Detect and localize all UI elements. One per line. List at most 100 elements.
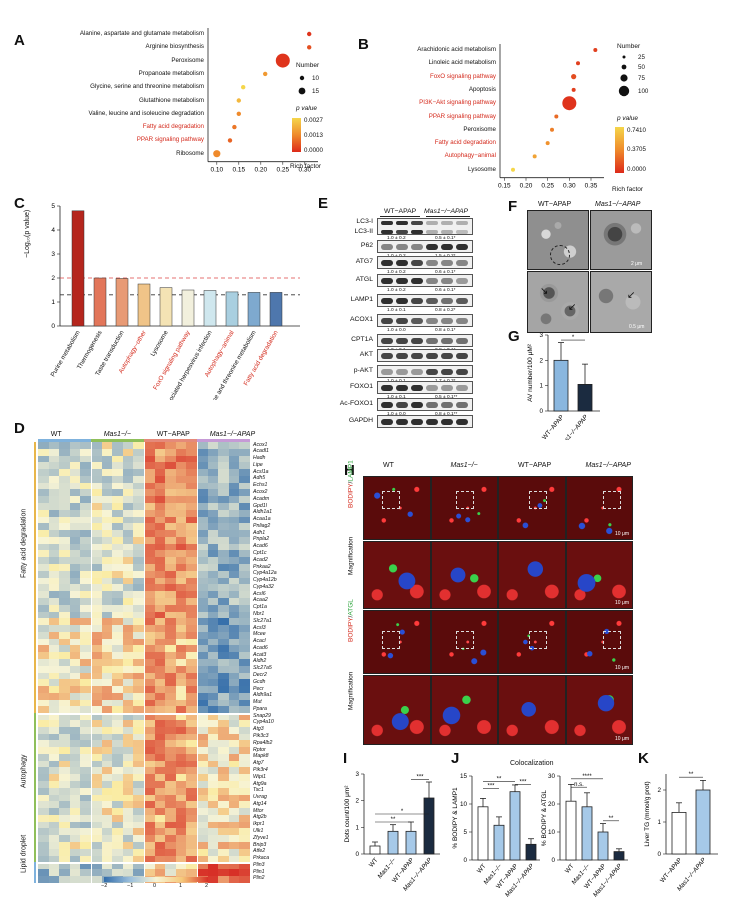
- heatmap-cell: [80, 740, 92, 748]
- heatmap-cell: [154, 591, 166, 599]
- heatmap-cell: [101, 645, 113, 653]
- heatmap-cell: [59, 869, 71, 877]
- heatmap-cell: [218, 774, 230, 782]
- heatmap-cell: [186, 536, 198, 544]
- category-label: WT: [476, 863, 488, 875]
- heatmap-cell: [186, 821, 198, 829]
- heatmap-cell: [59, 509, 71, 517]
- heatmap-cell: [80, 442, 92, 450]
- tem-arrow-2: ↙: [568, 302, 577, 313]
- heatmap-cell: [144, 781, 155, 789]
- heatmap-cell: [101, 733, 113, 741]
- heatmap-cell: [48, 530, 60, 538]
- heatmap-cell: [112, 658, 124, 667]
- heatmap-cell: [228, 557, 240, 565]
- heatmap-cell: [207, 835, 219, 843]
- heatmap-cell: [112, 686, 124, 694]
- heatmap-cell: [59, 442, 71, 450]
- category-label: WT: [368, 857, 380, 869]
- tem-arrow-3: ↙: [627, 290, 636, 301]
- heatmap-cell: [80, 591, 92, 599]
- group-color-bar: [91, 439, 144, 442]
- tem-image-wt-bottom: ↘ ↙: [527, 271, 589, 333]
- heatmap-cell: [197, 631, 208, 639]
- panel-label-h: H: [344, 462, 355, 479]
- heatmap-cell: [207, 781, 219, 789]
- heatmap-cell: [218, 570, 230, 578]
- heatmap-cell: [69, 862, 81, 870]
- heatmap-cell: [175, 842, 187, 850]
- heatmap-cell: [133, 482, 145, 490]
- heatmap-cell: [80, 835, 92, 843]
- heatmap-cell: [154, 550, 166, 558]
- heatmap-cell: [38, 740, 49, 748]
- heatmap-cell: [38, 767, 49, 775]
- heatmap-cell: [59, 686, 71, 694]
- heatmap-cell: [112, 645, 124, 653]
- heatmap-cell: [197, 475, 208, 483]
- heatmap-cell: [175, 570, 187, 578]
- tem-arrow-1: ↘: [540, 286, 549, 297]
- heatmap-cell: [239, 645, 251, 653]
- heatmap-cell: [133, 842, 145, 850]
- heatmap-cell: [207, 469, 219, 477]
- heatmap-cell: [133, 611, 145, 619]
- heatmap-cell: [133, 713, 145, 721]
- bar: [525, 843, 537, 861]
- x-tick-label: 0.20: [254, 167, 267, 174]
- heatmap-cell: [101, 774, 113, 782]
- term-label: Apoptosis: [468, 85, 496, 93]
- heatmap-cell: [239, 862, 251, 870]
- heatmap-cell: [175, 747, 187, 755]
- gene-label: Gcdh: [253, 678, 266, 685]
- heatmap-cell: [133, 679, 145, 687]
- zoom-box: [455, 631, 474, 649]
- heatmap-cell: [48, 706, 60, 714]
- heatmap-cell: [144, 808, 155, 816]
- y-tick-label: 20: [548, 801, 556, 808]
- heatmap-cell: [91, 469, 102, 477]
- y-tick-label: 10: [460, 801, 468, 808]
- bar: [387, 830, 399, 855]
- term-label: Valine, leucine and isoleucine degradati…: [88, 109, 204, 117]
- blot-label: FOXO1: [349, 383, 373, 390]
- heatmap-cell: [228, 733, 240, 741]
- heatmap-cell: [48, 692, 60, 700]
- heatmap-cell: [133, 672, 145, 680]
- heatmap-cell: [101, 672, 113, 680]
- heatmap-cell: [186, 455, 198, 463]
- blot-band: [441, 317, 453, 324]
- x-tick-label: 0.25: [276, 167, 289, 174]
- heatmap-cell: [207, 645, 219, 653]
- heatmap-cell: [197, 699, 208, 707]
- gene-label: Acad6: [253, 644, 268, 651]
- bar: [581, 806, 593, 861]
- heatmap-cell: [59, 523, 71, 531]
- heatmap-cell: [38, 597, 49, 606]
- panel-b-p-tick-1: 0.7410: [627, 127, 646, 134]
- gene-label: Tsc1: [253, 787, 264, 794]
- heatmap-cell: [165, 570, 177, 578]
- heatmap-cell: [101, 543, 113, 551]
- heatmap-cell: [207, 774, 219, 782]
- colorbar-tick: 2: [205, 883, 209, 889]
- blot-band: [456, 277, 468, 284]
- heatmap-cell: [122, 665, 134, 673]
- heatmap-cell: [175, 774, 187, 782]
- x-tick-label: 0.30: [298, 167, 311, 174]
- heatmap-cell: [80, 516, 92, 524]
- heatmap-cell: [48, 550, 60, 558]
- heatmap-cell: [80, 631, 92, 639]
- heatmap-cell: [175, 611, 187, 619]
- heatmap-cell: [186, 503, 198, 511]
- heatmap-cell: [122, 835, 134, 843]
- heatmap-cell: [69, 625, 81, 633]
- heatmap-cell: [38, 516, 49, 524]
- heatmap-cell: [69, 536, 81, 544]
- blot-band: [456, 368, 468, 375]
- heatmap-cell: [154, 747, 166, 755]
- bar: [577, 384, 593, 412]
- heatmap-cell: [69, 713, 81, 721]
- blot-quant-wt: 1.0 ± 0.1: [387, 394, 406, 400]
- heatmap-cell: [175, 808, 187, 816]
